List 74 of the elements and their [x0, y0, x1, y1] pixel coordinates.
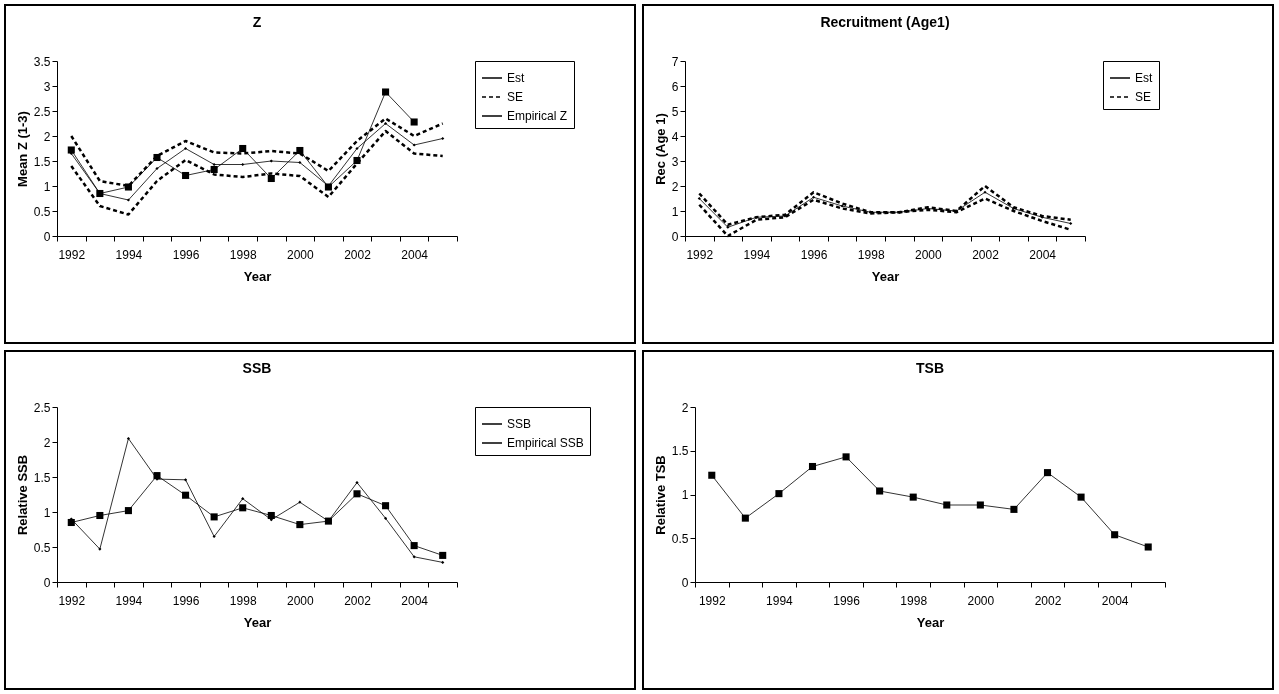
legend-label: Empirical Z	[507, 109, 568, 123]
legend-label: SE	[507, 90, 524, 104]
x-tick-label: 1994	[115, 593, 143, 608]
x-tick-label: 2000	[287, 247, 315, 262]
x-tick-label: 1996	[172, 593, 200, 608]
legend-label: SSB	[507, 417, 532, 431]
y-tick-label: 0	[681, 575, 689, 590]
y-axis-title: Relative TSB	[652, 455, 668, 535]
y-tick-label: 3.5	[33, 54, 51, 69]
x-tick-label: 1998	[229, 247, 257, 262]
x-axis-title: Year	[243, 268, 272, 284]
x-tick-label: 1996	[172, 247, 200, 262]
y-tick-label: 2.5	[33, 400, 51, 415]
x-tick-label: 2004	[401, 593, 429, 608]
legend-label: SE	[1135, 90, 1152, 104]
y-axis-title: Relative SSB	[14, 454, 30, 536]
y-tick-label: 0.5	[33, 204, 51, 219]
x-tick-label: 2002	[972, 247, 1000, 262]
y-tick-label: 1.5	[33, 154, 51, 169]
y-tick-label: 1.5	[671, 444, 689, 459]
x-tick-label: 2000	[967, 593, 995, 608]
x-tick-label: 1994	[766, 593, 794, 608]
y-tick-label: 1.5	[33, 470, 51, 485]
x-tick-label: 1992	[698, 593, 726, 608]
x-tick-label: 2002	[344, 247, 372, 262]
y-tick-label: 2.5	[33, 104, 51, 119]
x-tick-label: 2004	[1029, 247, 1057, 262]
x-tick-label: 1992	[58, 593, 86, 608]
x-axis-title: Year	[871, 268, 900, 284]
x-tick-label: 2004	[401, 247, 429, 262]
y-tick-label: 1	[671, 204, 679, 219]
x-tick-label: 1992	[58, 247, 86, 262]
chart-title: Recruitment (Age1)	[820, 14, 950, 30]
x-tick-label: 2000	[287, 593, 315, 608]
y-tick-label: 3	[671, 154, 679, 169]
y-tick-label: 2	[681, 400, 689, 415]
x-axis-title: Year	[243, 614, 272, 630]
y-tick-label: 1	[43, 505, 51, 520]
x-tick-label: 2000	[915, 247, 943, 262]
y-tick-label: 0.5	[671, 531, 689, 546]
x-tick-label: 1992	[686, 247, 714, 262]
y-tick-label: 0.5	[33, 540, 51, 555]
legend-label: Est	[507, 71, 525, 85]
x-tick-label: 1994	[743, 247, 771, 262]
y-tick-label: 0	[43, 575, 51, 590]
y-tick-label: 1	[681, 488, 689, 502]
x-tick-label: 1998	[229, 593, 257, 608]
x-tick-label: 2004	[1101, 593, 1129, 608]
y-tick-label: 5	[671, 104, 679, 119]
y-tick-label: 2	[43, 129, 51, 144]
y-tick-label: 7	[671, 54, 679, 69]
chart-title: TSB	[916, 360, 944, 376]
x-axis-title: Year	[916, 614, 945, 630]
y-tick-label: 0	[43, 229, 51, 244]
y-axis-title: Mean Z (1-3)	[14, 111, 30, 187]
y-tick-label: 3	[43, 79, 51, 94]
x-tick-label: 1994	[115, 247, 143, 262]
y-tick-label: 0	[671, 229, 679, 244]
x-tick-label: 1996	[800, 247, 828, 262]
y-axis-title: Rec (Age 1)	[652, 113, 668, 185]
legend-label: Est	[1135, 71, 1153, 85]
x-tick-label: 2002	[344, 593, 372, 608]
y-tick-label: 2	[43, 435, 51, 450]
x-tick-label: 2002	[1034, 593, 1062, 608]
chart-title: SSB	[242, 360, 272, 376]
x-tick-label: 1998	[857, 247, 885, 262]
y-tick-label: 4	[671, 129, 679, 144]
chart-title: Z	[252, 14, 262, 30]
y-tick-label: 6	[671, 79, 679, 94]
legend-label: Empirical SSB	[507, 436, 584, 450]
y-tick-label: 2	[671, 179, 679, 194]
y-tick-label: 1	[43, 179, 51, 194]
x-tick-label: 1996	[833, 593, 861, 608]
x-tick-label: 1998	[900, 593, 928, 608]
